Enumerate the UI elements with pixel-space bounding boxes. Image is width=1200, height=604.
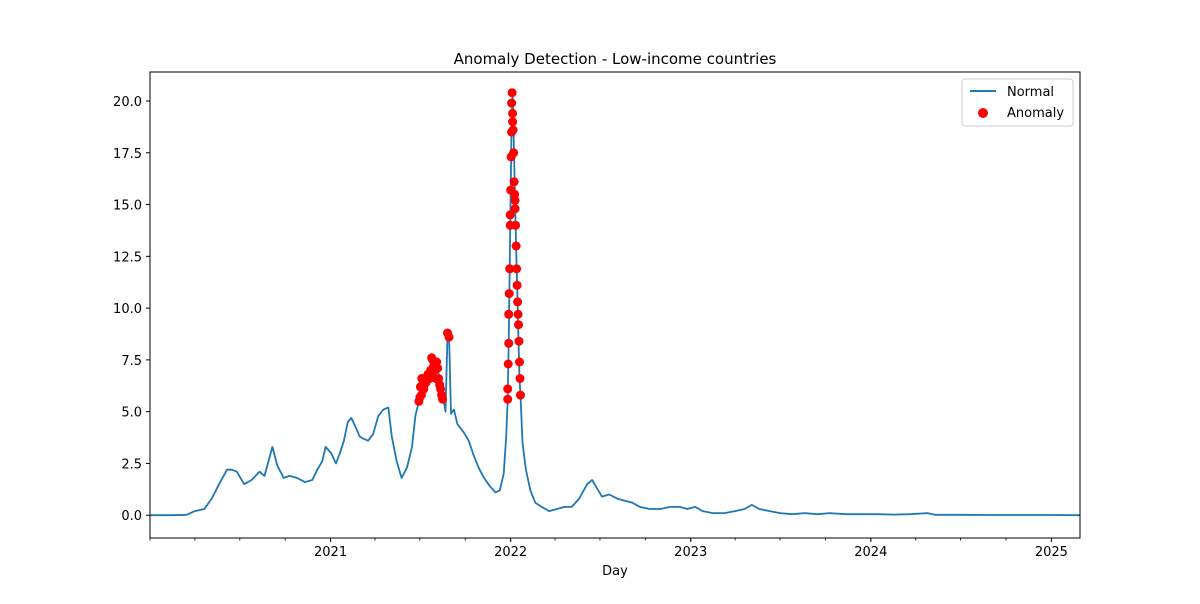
normal-series-line [150, 91, 1081, 517]
x-tick-label: 2023 [674, 545, 707, 560]
anomaly-point [509, 177, 519, 187]
legend-anomaly-marker [978, 108, 988, 118]
y-tick-label: 7.5 [121, 354, 142, 369]
anomaly-point [504, 289, 514, 299]
anomaly-point [513, 309, 523, 319]
y-tick-label: 15.0 [113, 199, 142, 214]
anomaly-point [507, 88, 517, 98]
y-tick-label: 10.0 [113, 302, 142, 317]
anomaly-point [514, 320, 523, 330]
x-tick-label: 2021 [314, 545, 347, 560]
y-tick-label: 17.5 [113, 147, 142, 162]
anomaly-point [503, 394, 513, 404]
chart-title: Anomaly Detection - Low-income countries [454, 50, 777, 68]
y-tick-label: 5.0 [121, 406, 142, 421]
anomaly-point [515, 357, 524, 367]
anomaly-point [511, 241, 521, 251]
y-tick-label: 12.5 [113, 250, 142, 265]
x-tick-label: 2022 [494, 545, 527, 560]
anomaly-series-layer [414, 88, 525, 406]
plot-area [150, 88, 1081, 517]
anomaly-point [507, 98, 517, 108]
y-tick-label: 0.0 [121, 509, 142, 524]
legend-anomaly-label: Anomaly [1007, 106, 1064, 121]
anomaly-point [515, 374, 525, 383]
anomaly-point [508, 125, 518, 135]
anomaly-point [504, 309, 514, 319]
anomaly-point [505, 210, 515, 220]
anomaly-point [511, 220, 521, 230]
anomaly-point [505, 264, 515, 274]
anomaly-point [504, 338, 514, 348]
anomaly-point [510, 204, 520, 214]
anomaly-point [512, 264, 522, 274]
legend-normal-label: Normal [1007, 85, 1054, 100]
x-tick-label: 2025 [1035, 545, 1068, 560]
x-axis-label: Day [602, 564, 628, 579]
anomaly-point [509, 148, 519, 158]
legend: Normal Anomaly [961, 78, 1074, 127]
anomaly-point [508, 117, 518, 127]
y-tick-label: 20.0 [113, 95, 142, 110]
anomaly-point [433, 363, 443, 373]
x-tick-label: 2024 [854, 545, 887, 560]
anomaly-point [503, 384, 513, 394]
y-axis: 0.0 2.5 5.0 7.5 10.0 12.5 15.0 17.5 20.0 [113, 95, 150, 524]
anomaly-point [516, 390, 525, 400]
anomaly-point [503, 359, 513, 369]
anomaly-point [438, 394, 448, 404]
anomaly-point [508, 108, 518, 118]
y-tick-label: 2.5 [121, 457, 142, 472]
anomaly-point [512, 280, 522, 290]
anomaly-point [444, 332, 454, 342]
plot-frame [149, 71, 1081, 539]
anomaly-point [510, 195, 520, 205]
normal-series-layer [150, 91, 1081, 517]
anomaly-point [513, 297, 523, 307]
x-axis: 2021 2022 2023 2024 2025 [149, 538, 1068, 560]
anomaly-point [514, 336, 524, 346]
